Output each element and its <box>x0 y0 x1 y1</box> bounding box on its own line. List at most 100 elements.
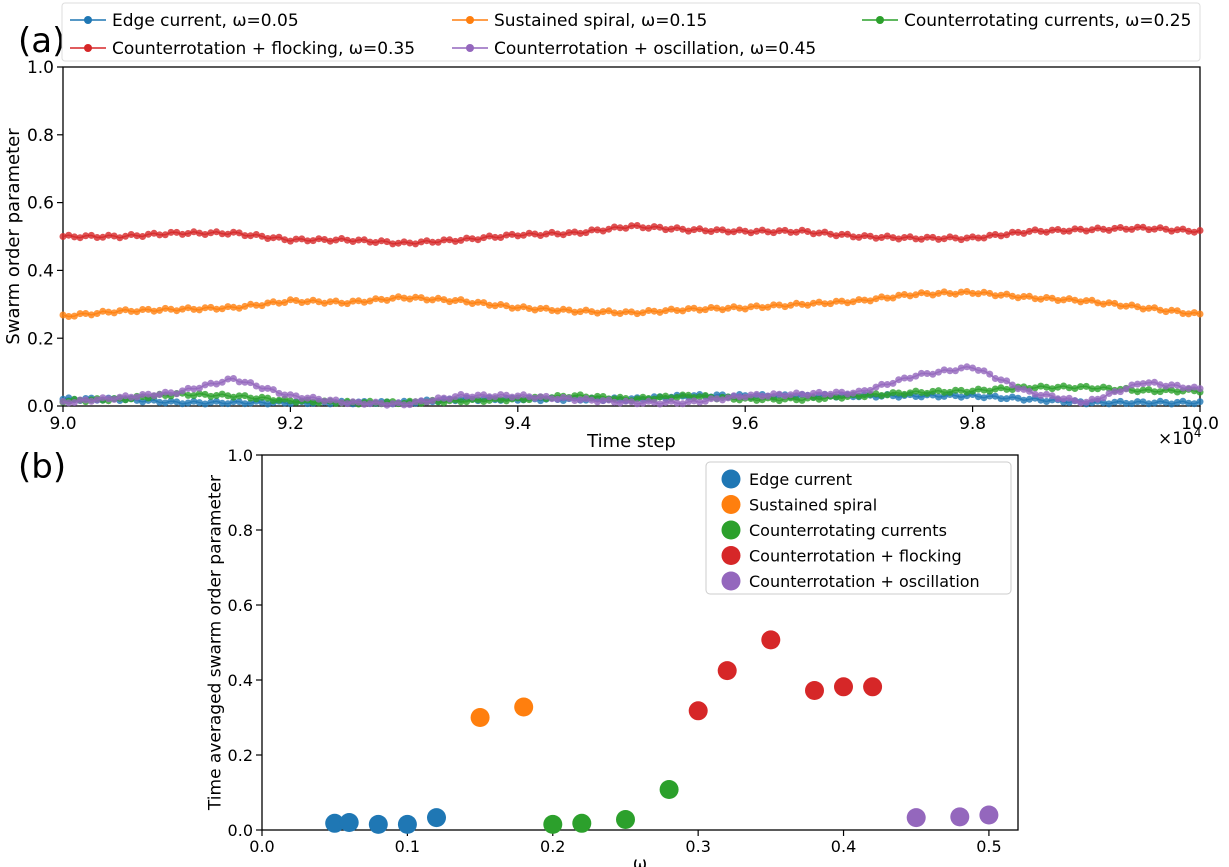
series-point <box>844 230 851 238</box>
series-point <box>707 395 715 403</box>
series-point <box>656 393 664 401</box>
series-point <box>110 232 118 240</box>
series-point <box>1128 225 1136 233</box>
series-line-1 <box>59 288 1204 320</box>
series-point <box>122 232 129 240</box>
series-point <box>707 304 715 311</box>
series-point <box>434 238 442 246</box>
series-point <box>531 394 539 402</box>
series-point <box>917 289 925 297</box>
series-point <box>321 397 328 405</box>
series-point <box>286 237 294 245</box>
series-point <box>730 303 738 311</box>
series-point <box>537 393 544 401</box>
series-point <box>195 229 203 237</box>
scatter-point <box>805 681 824 700</box>
series-point <box>923 290 931 297</box>
series-point <box>87 397 95 405</box>
series-point <box>673 399 681 407</box>
series-point <box>389 294 397 302</box>
series-point <box>360 236 368 244</box>
series-point <box>502 231 510 239</box>
legend-item: Counterrotating currents <box>721 520 947 540</box>
series-point <box>895 291 903 299</box>
series-point <box>377 237 385 245</box>
legend-marker <box>876 16 884 24</box>
series-point <box>690 226 698 234</box>
scatter-point <box>427 808 446 828</box>
series-point <box>1008 381 1016 389</box>
series-point <box>343 300 351 308</box>
series-point <box>525 229 533 237</box>
series-point <box>70 399 78 406</box>
series-point <box>286 397 294 405</box>
series-point <box>900 390 908 398</box>
series-point <box>258 232 266 240</box>
series-point <box>974 385 982 393</box>
panel-a-label: (a) <box>18 21 65 61</box>
series-point <box>338 299 346 307</box>
series-point <box>696 393 704 401</box>
series-point <box>1077 298 1085 306</box>
series-point <box>1020 293 1028 300</box>
series-point <box>275 389 283 397</box>
series-point <box>952 367 959 375</box>
series-point <box>224 375 232 383</box>
series-point <box>775 227 783 235</box>
series-point <box>309 237 317 245</box>
legend-label: Counterrotating currents, ω=0.25 <box>904 11 1191 31</box>
legend-item: Edge current, ω=0.05 <box>70 11 299 31</box>
series-point <box>167 305 175 313</box>
series-point <box>571 397 579 404</box>
series-point <box>639 309 647 317</box>
series-point <box>520 396 527 404</box>
series-point <box>849 233 857 241</box>
series-point <box>1105 390 1113 397</box>
series-point <box>161 388 169 396</box>
series-point <box>338 235 346 242</box>
series-point <box>406 239 414 247</box>
series-point <box>929 370 937 378</box>
y-tick-label: 0.4 <box>27 262 54 282</box>
series-point <box>1003 290 1011 298</box>
series-point <box>298 235 306 243</box>
legend-marker <box>721 546 741 565</box>
scatter-point <box>470 708 490 727</box>
series-point <box>224 303 232 311</box>
series-point <box>582 306 590 314</box>
series-point <box>997 376 1005 384</box>
scatter-point <box>863 677 883 697</box>
series-point <box>1168 400 1176 408</box>
series-point <box>1122 225 1130 233</box>
series-point <box>889 234 897 242</box>
series-point <box>446 298 454 306</box>
series-point <box>1077 399 1085 407</box>
series-point <box>542 392 550 400</box>
series-point <box>139 306 147 313</box>
series-point <box>878 234 886 241</box>
series-point <box>150 229 158 237</box>
series-point <box>99 233 107 241</box>
series-point <box>889 389 897 397</box>
series-point <box>514 304 522 312</box>
series-point <box>707 228 715 235</box>
series-point <box>815 298 823 306</box>
series-point <box>99 394 107 402</box>
series-point <box>1037 227 1045 235</box>
series-point <box>787 301 795 309</box>
series-point <box>940 288 948 296</box>
scatter-point <box>514 697 534 717</box>
series-point <box>167 228 175 236</box>
series-point <box>616 310 624 317</box>
legend-item: Counterrotating currents, ω=0.25 <box>862 11 1191 31</box>
series-point <box>1054 395 1062 403</box>
series-point <box>883 381 891 388</box>
series-point <box>753 302 761 310</box>
series-point <box>542 230 550 238</box>
series-point <box>861 393 869 401</box>
series-point <box>1173 398 1181 406</box>
series-point <box>1105 400 1113 408</box>
series-point <box>105 231 112 239</box>
series-point <box>1060 227 1068 235</box>
series-point <box>201 390 209 398</box>
